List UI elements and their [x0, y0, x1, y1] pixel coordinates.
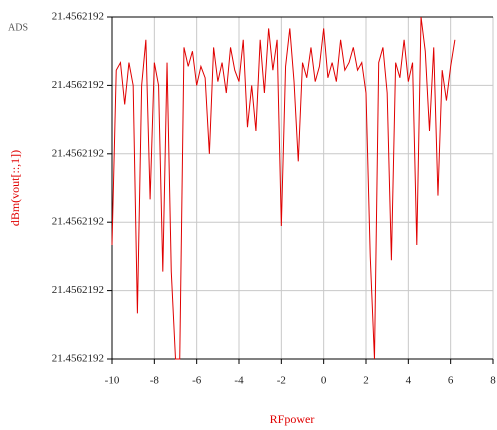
x-tick-label: 4 — [406, 375, 412, 387]
y-tick-label: 21.4562192 — [52, 147, 104, 159]
y-tick-label: 21.4562192 — [52, 216, 104, 228]
x-tick-label: 8 — [490, 375, 496, 387]
x-tick-label: 6 — [448, 375, 454, 387]
app-label: ADS — [8, 22, 28, 33]
x-tick-label: -8 — [150, 375, 160, 387]
x-tick-label: -10 — [105, 375, 120, 387]
x-tick-label: 0 — [321, 375, 327, 387]
y-tick-label: 21.4562192 — [52, 11, 104, 23]
y-tick-label: 21.4562192 — [52, 353, 104, 365]
data-line — [111, 16, 456, 360]
x-tick-label: -6 — [192, 375, 202, 387]
x-tick-label: 2 — [363, 375, 369, 387]
y-axis-label: dBm(vout[::,1]) — [8, 150, 22, 226]
y-tick-label: 21.4562192 — [52, 284, 104, 296]
y-tick-label: 21.4562192 — [52, 79, 104, 91]
x-tick-label: -2 — [277, 375, 286, 387]
x-tick-label: -4 — [234, 375, 244, 387]
x-axis-label: RFpower — [270, 412, 315, 426]
